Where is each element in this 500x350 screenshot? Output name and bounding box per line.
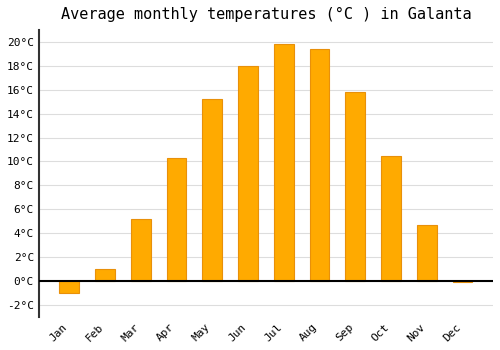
Bar [202, 99, 222, 281]
Bar [131, 219, 150, 281]
Title: Average monthly temperatures (°C ) in Galanta: Average monthly temperatures (°C ) in Ga… [60, 7, 471, 22]
Bar [166, 158, 186, 281]
Bar [310, 49, 330, 281]
Bar [95, 269, 115, 281]
Bar [274, 44, 293, 281]
Bar [452, 281, 472, 282]
Bar [381, 155, 401, 281]
Bar [417, 225, 436, 281]
Bar [238, 66, 258, 281]
Bar [346, 92, 365, 281]
Bar [60, 281, 79, 293]
